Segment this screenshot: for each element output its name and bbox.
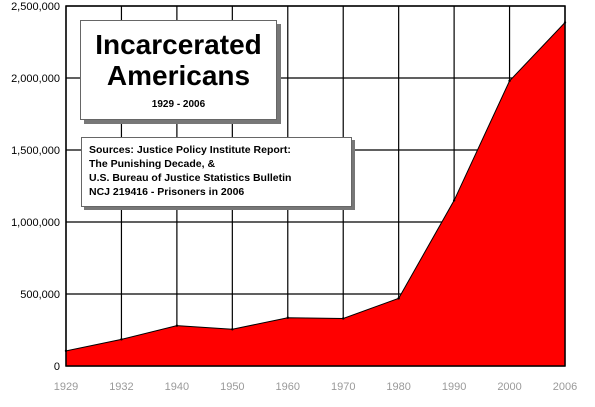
data-point-2000	[508, 79, 511, 83]
x-tick-label: 1940	[165, 381, 189, 393]
y-tick-label: 1,000,000	[11, 217, 60, 229]
x-tick-label: 1990	[442, 381, 466, 393]
x-tick-label: 1929	[54, 381, 78, 393]
data-point-1940	[175, 324, 179, 327]
data-point-1990	[452, 199, 456, 202]
y-tick-label: 500,000	[20, 289, 60, 301]
sources-box: Sources: Justice Policy Institute Report…	[81, 137, 352, 207]
x-tick-label: 1960	[276, 381, 300, 393]
sources-line-2: The Punishing Decade, &	[89, 158, 216, 170]
sources-line-4: NCJ 219416 - Prisoners in 2006	[89, 186, 245, 198]
data-point-1980	[397, 297, 400, 300]
chart-title-line-1: Incarcerated	[95, 29, 262, 60]
data-point-1970	[342, 317, 345, 320]
x-tick-label: 1980	[386, 381, 410, 393]
data-point-1960	[286, 316, 289, 319]
sources-line-1: Sources: Justice Policy Institute Report…	[89, 144, 291, 156]
sources-line-3: U.S. Bureau of Justice Statistics Bullet…	[89, 172, 292, 184]
y-tick-label: 1,500,000	[11, 145, 60, 157]
x-tick-label: 2000	[497, 381, 521, 393]
x-tick-label: 1970	[331, 381, 355, 393]
y-tick-label: 0	[54, 361, 60, 373]
y-tick-label: 2,500,000	[11, 1, 60, 13]
data-point-1932	[120, 338, 123, 341]
data-point-1950	[231, 328, 234, 331]
x-tick-label: 2006	[553, 381, 577, 393]
y-tick-label: 2,000,000	[11, 73, 60, 85]
x-tick-label: 1950	[220, 381, 244, 393]
plot-frame	[65, 5, 566, 367]
title-box: Incarcerated Americans 1929 - 2006	[80, 20, 277, 120]
chart-subtitle: 1929 - 2006	[151, 99, 206, 110]
x-tick-label: 1932	[109, 381, 133, 393]
chart-title-line-2: Americans	[106, 60, 251, 91]
